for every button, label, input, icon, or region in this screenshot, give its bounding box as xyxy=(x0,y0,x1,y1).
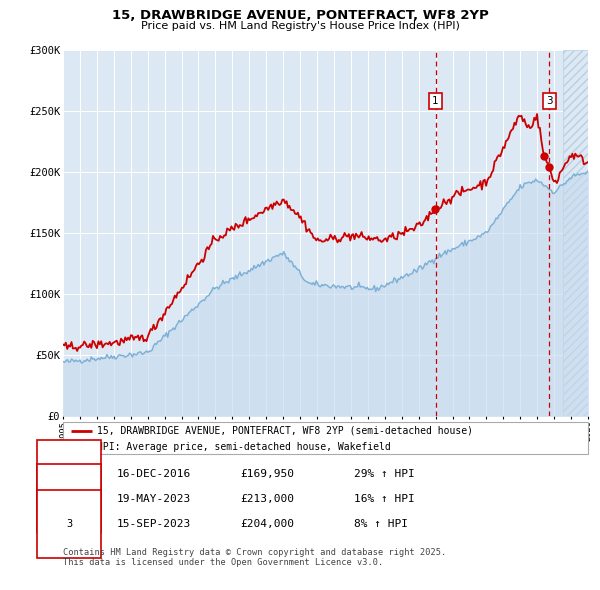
Text: 15, DRAWBRIDGE AVENUE, PONTEFRACT, WF8 2YP: 15, DRAWBRIDGE AVENUE, PONTEFRACT, WF8 2… xyxy=(112,9,488,22)
Text: HPI: Average price, semi-detached house, Wakefield: HPI: Average price, semi-detached house,… xyxy=(97,442,391,452)
Text: 3: 3 xyxy=(66,519,72,529)
Text: 19-MAY-2023: 19-MAY-2023 xyxy=(117,494,191,503)
Point xyxy=(539,152,548,161)
Text: £204,000: £204,000 xyxy=(240,519,294,529)
Text: 8% ↑ HPI: 8% ↑ HPI xyxy=(354,519,408,529)
Text: Price paid vs. HM Land Registry's House Price Index (HPI): Price paid vs. HM Land Registry's House … xyxy=(140,21,460,31)
Point xyxy=(545,162,554,172)
Text: 15, DRAWBRIDGE AVENUE, PONTEFRACT, WF8 2YP (semi-detached house): 15, DRAWBRIDGE AVENUE, PONTEFRACT, WF8 2… xyxy=(97,426,473,436)
Text: 1: 1 xyxy=(66,469,72,478)
Text: 16% ↑ HPI: 16% ↑ HPI xyxy=(354,494,415,503)
FancyBboxPatch shape xyxy=(63,422,588,454)
Polygon shape xyxy=(563,50,588,416)
Text: 1: 1 xyxy=(432,96,439,106)
Text: £169,950: £169,950 xyxy=(240,469,294,478)
Point xyxy=(430,204,440,214)
Text: 2: 2 xyxy=(66,494,72,503)
Text: 3: 3 xyxy=(546,96,553,106)
Text: This data is licensed under the Open Government Licence v3.0.: This data is licensed under the Open Gov… xyxy=(63,558,383,566)
Text: Contains HM Land Registry data © Crown copyright and database right 2025.: Contains HM Land Registry data © Crown c… xyxy=(63,548,446,556)
Text: 29% ↑ HPI: 29% ↑ HPI xyxy=(354,469,415,478)
Text: 15-SEP-2023: 15-SEP-2023 xyxy=(117,519,191,529)
Text: 16-DEC-2016: 16-DEC-2016 xyxy=(117,469,191,478)
Text: £213,000: £213,000 xyxy=(240,494,294,503)
